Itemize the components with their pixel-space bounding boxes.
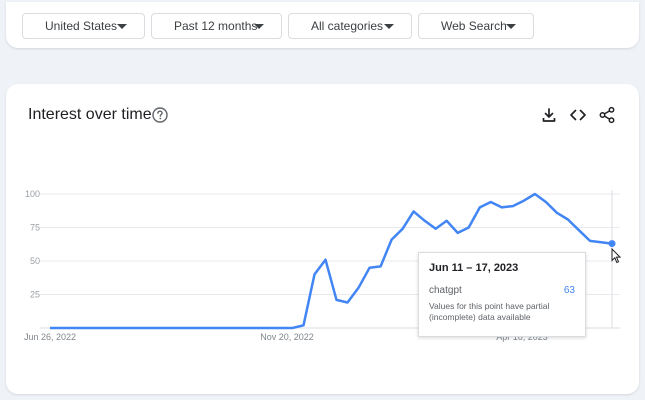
y-tick-label: 75 (30, 223, 40, 233)
x-tick-label: Nov 20, 2022 (260, 332, 314, 342)
tooltip-date: Jun 11 – 17, 2023 (429, 262, 519, 274)
tooltip-term: chatgpt (429, 285, 462, 296)
region-filter-label: United States (45, 19, 118, 33)
search-type-filter-dropdown[interactable]: Web Search (418, 13, 534, 39)
y-tick-label: 25 (30, 290, 40, 300)
interest-over-time-card: Interest over time (6, 84, 639, 394)
series-line-chatgpt (50, 192, 613, 330)
time-range-filter-dropdown[interactable]: Past 12 months (151, 13, 282, 39)
chevron-down-icon (506, 24, 516, 29)
mouse-pointer-icon (611, 248, 621, 264)
tooltip-partial-data-note: Values for this point have partial (inco… (429, 301, 550, 322)
x-tick-label: Jun 26, 2022 (24, 332, 76, 342)
tooltip-series-row: chatgpt 63 (429, 285, 575, 296)
chevron-down-icon (254, 24, 264, 29)
time-range-filter-label: Past 12 months (174, 19, 258, 33)
data-point-tooltip: Jun 11 – 17, 2023 chatgpt 63 Values for … (418, 252, 586, 337)
x-tick-label: Apr 16, 2023 (496, 332, 548, 342)
y-tick-label: 50 (30, 256, 40, 266)
search-type-filter-label: Web Search (441, 19, 507, 33)
tooltip-value: 63 (563, 285, 575, 296)
chevron-down-icon (384, 24, 394, 29)
y-tick-label: 100 (25, 189, 40, 199)
highlighted-data-point[interactable] (608, 240, 616, 248)
embed-code-icon[interactable] (569, 106, 587, 124)
card-title: Interest over time (28, 106, 152, 123)
chevron-down-icon (117, 24, 127, 29)
download-icon[interactable] (540, 106, 558, 124)
share-icon[interactable] (598, 106, 616, 124)
category-filter-label: All categories (311, 19, 384, 33)
category-filter-dropdown[interactable]: All categories (288, 13, 412, 39)
filter-bar: United States Past 12 months All categor… (6, 2, 639, 48)
region-filter-dropdown[interactable]: United States (22, 13, 145, 39)
help-circle-icon[interactable] (152, 107, 168, 123)
